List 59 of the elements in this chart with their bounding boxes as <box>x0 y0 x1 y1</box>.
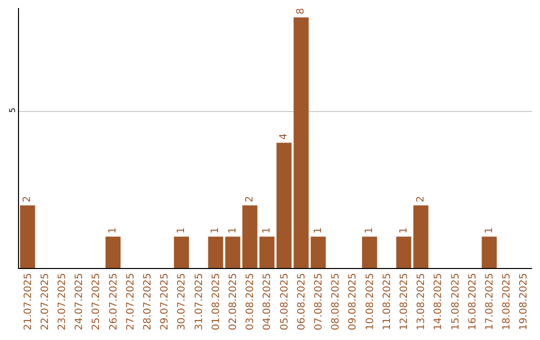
data-label: 1 <box>312 227 324 234</box>
x-tick-label: 24.07.2025 <box>74 273 86 330</box>
x-tick-label: 21.07.2025 <box>22 273 34 330</box>
bar <box>276 142 292 268</box>
x-tick-label: 12.08.2025 <box>399 273 410 330</box>
x-tick-label: 10.08.2025 <box>364 273 376 330</box>
bar <box>20 205 36 268</box>
data-label: 1 <box>227 227 238 234</box>
y-tick-label: 5 <box>8 108 17 113</box>
x-tick-label: 13.08.2025 <box>416 273 428 330</box>
bar <box>396 236 412 268</box>
x-tick-label: 08.08.2025 <box>330 273 342 330</box>
data-label: 2 <box>22 196 34 202</box>
x-tick-label: 26.07.2025 <box>108 273 120 330</box>
x-tick-label: 09.08.2025 <box>348 273 359 330</box>
data-label: 1 <box>484 227 495 234</box>
data-label: 1 <box>364 227 376 234</box>
x-tick-label: 11.08.2025 <box>382 273 393 330</box>
data-label: 2 <box>415 196 426 202</box>
x-tick-label: 18.08.2025 <box>502 273 513 330</box>
data-label: 1 <box>210 227 222 234</box>
x-tick-label: 17.08.2025 <box>484 273 496 330</box>
bar <box>259 236 274 268</box>
bar <box>362 236 378 268</box>
bar <box>174 236 189 268</box>
bar <box>225 236 240 268</box>
x-tick-label: 23.07.2025 <box>57 273 68 330</box>
x-tick-label: 15.08.2025 <box>450 273 462 330</box>
bar <box>106 236 121 268</box>
data-label: 1 <box>398 227 410 234</box>
data-label: 1 <box>108 227 119 234</box>
data-label: 1 <box>176 227 187 234</box>
bar <box>310 236 326 268</box>
x-tick-label: 19.08.2025 <box>518 273 530 330</box>
x-tick-label: 06.08.2025 <box>296 273 308 330</box>
x-tick-label: 22.07.2025 <box>40 273 51 330</box>
x-tick-label: 05.08.2025 <box>279 273 290 330</box>
x-tick-label: 31.07.2025 <box>194 273 205 330</box>
x-tick-label: 16.08.2025 <box>467 273 478 330</box>
x-tick-label: 01.08.2025 <box>210 273 222 330</box>
x-tick-label: 30.07.2025 <box>176 273 188 330</box>
x-tick-label: 29.07.2025 <box>160 273 171 330</box>
x-tick-label: 25.07.2025 <box>91 273 102 330</box>
data-label: 2 <box>244 196 256 202</box>
bar <box>208 236 224 268</box>
data-label: 8 <box>296 8 307 14</box>
bar <box>482 236 497 268</box>
data-label: 1 <box>261 227 272 234</box>
bar <box>294 17 309 268</box>
bar <box>413 205 428 268</box>
bar <box>242 205 258 268</box>
x-tick-label: 04.08.2025 <box>262 273 274 330</box>
data-label: 4 <box>278 133 290 140</box>
x-tick-label: 02.08.2025 <box>228 273 239 330</box>
x-tick-label: 07.08.2025 <box>314 273 324 330</box>
x-tick-label: 27.07.2025 <box>125 273 136 330</box>
x-tick-label: 03.08.2025 <box>245 273 256 330</box>
x-tick-label: 28.07.2025 <box>142 273 154 330</box>
x-tick-label: 14.08.2025 <box>433 273 444 330</box>
